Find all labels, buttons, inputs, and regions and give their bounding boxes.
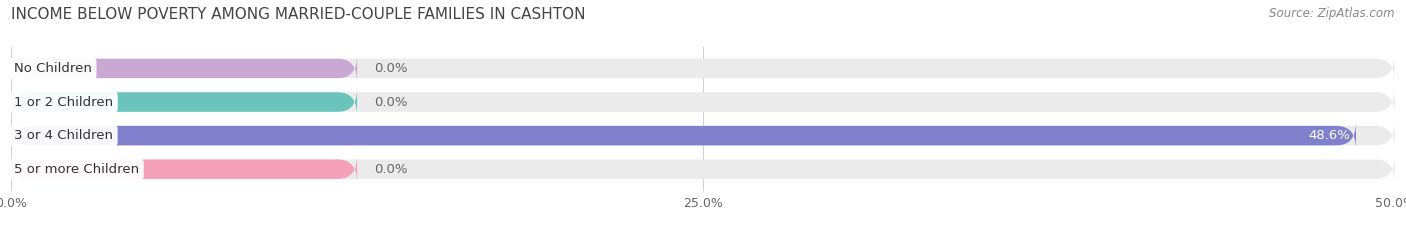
Text: 48.6%: 48.6% bbox=[1309, 129, 1351, 142]
FancyBboxPatch shape bbox=[11, 155, 357, 183]
Text: INCOME BELOW POVERTY AMONG MARRIED-COUPLE FAMILIES IN CASHTON: INCOME BELOW POVERTY AMONG MARRIED-COUPL… bbox=[11, 7, 586, 22]
FancyBboxPatch shape bbox=[11, 122, 1395, 149]
FancyBboxPatch shape bbox=[11, 88, 357, 116]
Text: 5 or more Children: 5 or more Children bbox=[14, 163, 139, 176]
Text: 0.0%: 0.0% bbox=[374, 163, 408, 176]
Text: 3 or 4 Children: 3 or 4 Children bbox=[14, 129, 112, 142]
FancyBboxPatch shape bbox=[11, 122, 1355, 149]
FancyBboxPatch shape bbox=[11, 55, 357, 82]
Text: Source: ZipAtlas.com: Source: ZipAtlas.com bbox=[1270, 7, 1395, 20]
Text: 0.0%: 0.0% bbox=[374, 62, 408, 75]
FancyBboxPatch shape bbox=[11, 88, 1395, 116]
FancyBboxPatch shape bbox=[11, 155, 1395, 183]
FancyBboxPatch shape bbox=[11, 55, 1395, 82]
Text: No Children: No Children bbox=[14, 62, 91, 75]
Text: 1 or 2 Children: 1 or 2 Children bbox=[14, 96, 112, 109]
Text: 0.0%: 0.0% bbox=[374, 96, 408, 109]
